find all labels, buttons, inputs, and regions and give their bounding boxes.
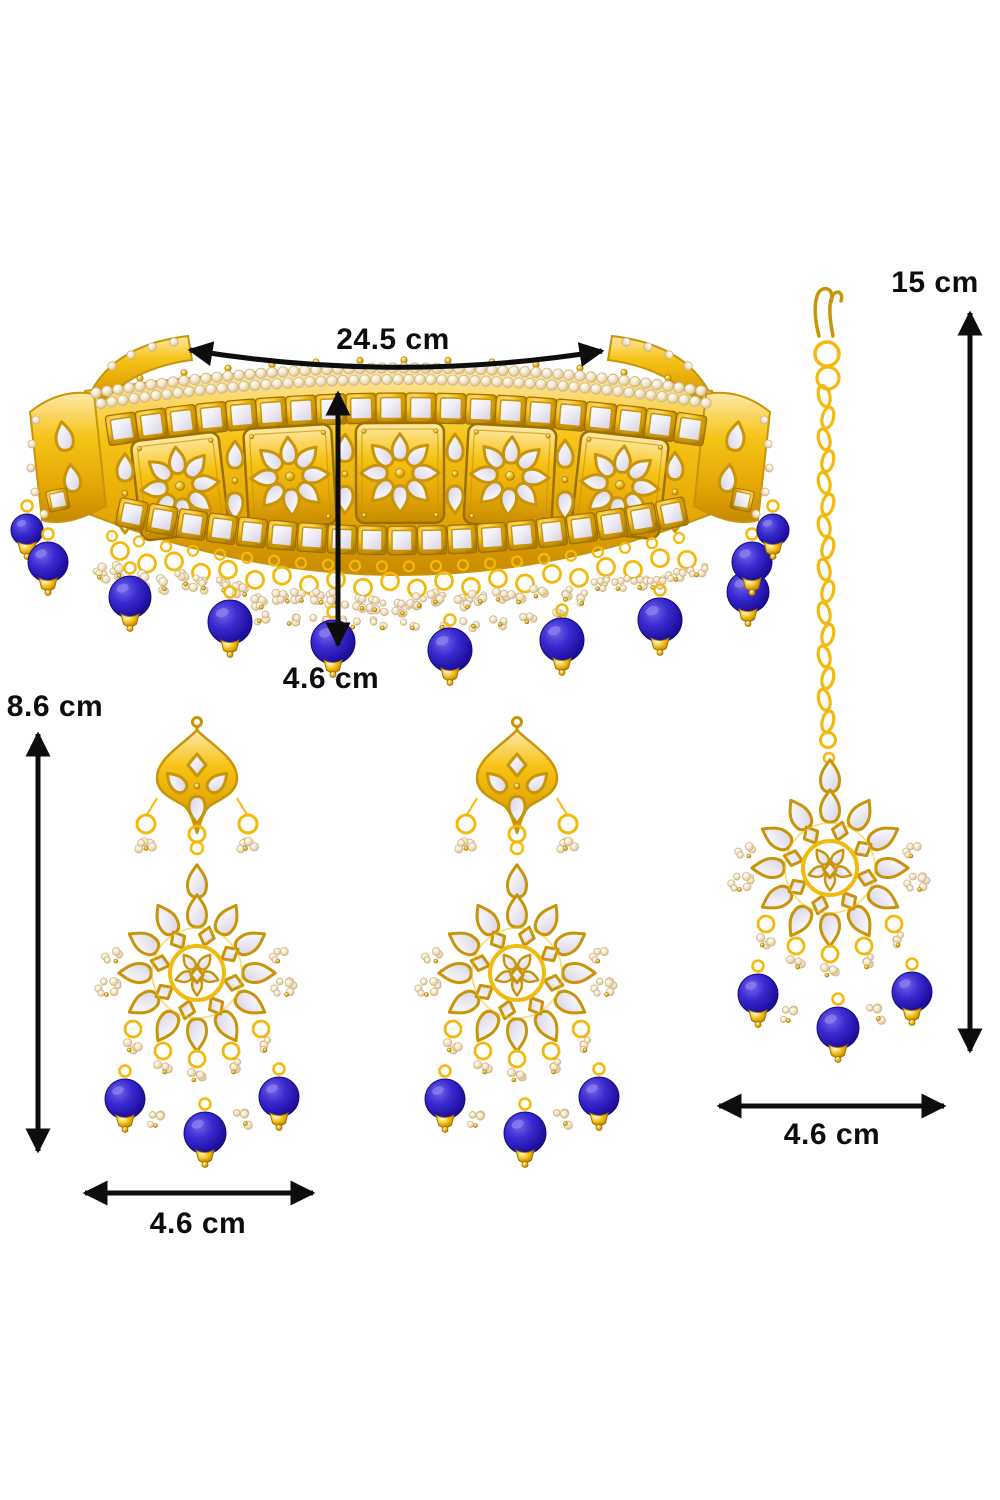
- choker-necklace: [10, 334, 790, 686]
- jewelry-artwork: [10, 286, 933, 1168]
- tikka-width-label: 4.6 cm: [784, 1118, 880, 1151]
- maang-tikka: [727, 286, 933, 1063]
- earring-width-label: 4.6 cm: [150, 1207, 246, 1240]
- earring-left: [94, 716, 300, 1168]
- tikka-length-label: 15 cm: [891, 266, 979, 299]
- necklace-width-arrow: [187, 341, 605, 370]
- earring-length-label: 8.6 cm: [7, 690, 103, 723]
- dimension-annotations: 24.5 cm 4.6 cm 15 cm 8.6 cm 4.6 cm 4.6 c…: [7, 266, 983, 1240]
- necklace-drop-label: 4.6 cm: [283, 662, 379, 695]
- necklace-width-label: 24.5 cm: [336, 323, 450, 356]
- earring-right: [414, 716, 620, 1168]
